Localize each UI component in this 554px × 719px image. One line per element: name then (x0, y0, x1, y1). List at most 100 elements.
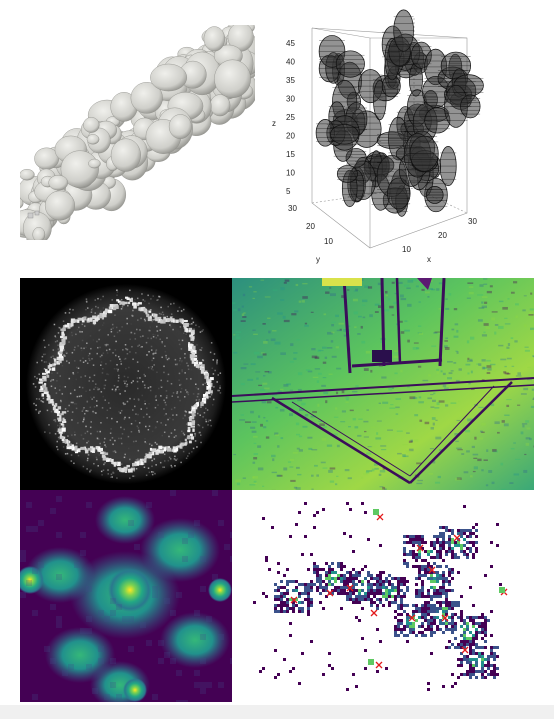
density-pixel (460, 652, 463, 655)
speckle (120, 363, 123, 365)
density-pixel (454, 613, 457, 616)
density-pixel (427, 562, 430, 565)
heat-pixel (110, 658, 116, 664)
density-pixel (463, 634, 466, 637)
density-pixel (478, 670, 481, 673)
ring-spot (84, 448, 87, 451)
density-pixel (463, 553, 466, 556)
density-pixel (484, 616, 487, 619)
speckle (156, 443, 158, 445)
speckle (165, 413, 167, 415)
speckle (194, 432, 197, 435)
texture-speck (304, 414, 309, 417)
density-pixel (451, 541, 454, 544)
stray-pixel (472, 604, 475, 607)
density-pixel (385, 598, 388, 601)
ring-spot (170, 320, 175, 323)
speckle (171, 466, 173, 468)
ring-spot (60, 349, 63, 355)
density-pixel (355, 598, 358, 601)
ring-spot (190, 357, 195, 361)
texture-speck (532, 355, 534, 358)
ring-spot (101, 315, 105, 320)
speckle (176, 391, 179, 393)
speckle (120, 426, 122, 429)
texture-speck (478, 406, 484, 409)
density-pixel (388, 583, 391, 586)
z-axis-label: z (272, 119, 276, 128)
speckle (72, 372, 74, 374)
density-pixel (343, 565, 346, 568)
speckle (196, 344, 198, 346)
speckle (92, 380, 94, 382)
density-pixel (427, 607, 430, 610)
texture-speck (316, 380, 320, 383)
speckle (109, 407, 112, 409)
density-pixel (328, 568, 331, 571)
density-pixel (466, 661, 469, 664)
speckle (96, 404, 98, 407)
speckle (121, 442, 123, 445)
speckle (175, 459, 177, 461)
speckle (134, 338, 137, 340)
speckle (99, 430, 101, 433)
density-pixel (421, 538, 424, 541)
density-pixel (436, 625, 439, 628)
texture-speck (296, 433, 301, 436)
texture-speck (329, 480, 335, 483)
ring-spot (100, 447, 103, 452)
speckle (119, 358, 121, 360)
stray-pixel (274, 676, 277, 679)
speckle (131, 345, 133, 348)
speckle (106, 352, 109, 354)
speckle (171, 448, 174, 451)
density-pixel (466, 670, 469, 673)
density-pixel (397, 589, 400, 592)
speckle (116, 363, 118, 366)
texture-speck (297, 388, 302, 392)
speckle (202, 416, 204, 418)
density-pixel (424, 565, 427, 568)
speckle (193, 328, 195, 330)
density-pixel (352, 598, 355, 601)
speckle (38, 398, 41, 400)
density-pixel (343, 574, 346, 577)
density-pixel (448, 628, 451, 631)
density-pixel (418, 592, 421, 595)
ring-spot (105, 452, 109, 456)
speckle (113, 384, 116, 387)
density-pixel (433, 616, 436, 619)
density-pixel (274, 607, 277, 610)
texture-speck (529, 437, 532, 441)
texture-speck (492, 369, 497, 372)
density-pixel (307, 604, 310, 607)
speckle (135, 413, 137, 415)
texture-speck (376, 420, 382, 422)
texture-speck (397, 452, 402, 455)
texture-speck (501, 488, 507, 490)
speckle (142, 380, 144, 383)
speckle (43, 361, 46, 363)
heat-pixel (206, 682, 212, 688)
speckle (168, 456, 171, 459)
texture-speck (277, 312, 283, 315)
speckle (70, 401, 73, 404)
speckle (120, 409, 123, 412)
texture-speck (500, 462, 504, 466)
density-pixel (457, 601, 460, 604)
speckle (151, 473, 154, 476)
speckle (136, 297, 139, 300)
speckle (163, 466, 166, 468)
surface-blob (32, 227, 46, 240)
texture-speck (242, 316, 247, 318)
speckle (166, 358, 169, 361)
ring-spot (198, 361, 203, 365)
density-pixel (478, 616, 481, 619)
speckle (117, 380, 120, 382)
speckle (41, 355, 44, 358)
speckle (114, 349, 117, 351)
ring-spot (54, 408, 59, 413)
density-pixel (442, 574, 445, 577)
texture-speck (417, 365, 422, 368)
speckle (83, 407, 85, 409)
